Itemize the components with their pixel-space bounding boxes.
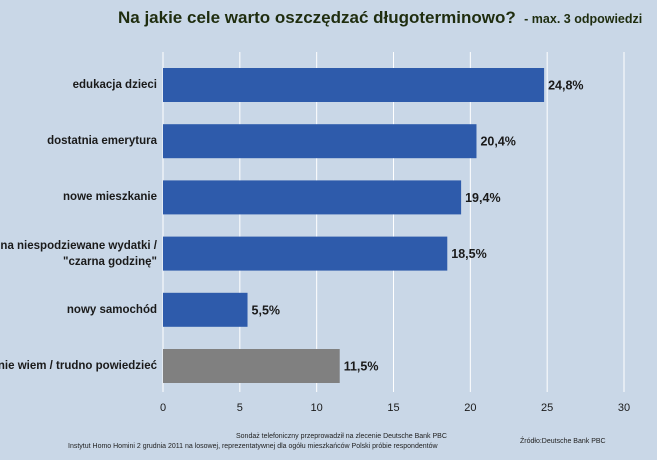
- x-tick-label: 5: [237, 402, 243, 414]
- category-label: na niespodziewane wydatki / "czarna godz…: [0, 239, 157, 268]
- category-label: nowy samochód: [66, 303, 157, 316]
- x-tick-label: 15: [387, 402, 399, 414]
- x-axis-ticks: 0 5 10 15 20 25 30: [160, 402, 630, 414]
- bar-value-label: 20,4%: [480, 135, 515, 149]
- chart-title-main: Na jakie cele warto oszczędzać długoterm…: [118, 8, 516, 27]
- bar: [163, 349, 340, 383]
- bar-value-label: 5,5%: [252, 303, 281, 317]
- x-tick-label: 25: [541, 402, 553, 414]
- bar: [163, 180, 462, 215]
- bar: [163, 292, 248, 327]
- bar: [163, 68, 545, 102]
- category-label: nie wiem / trudno powiedzieć: [0, 360, 157, 372]
- bar-value-label: 11,5%: [344, 360, 379, 374]
- category-label: edukacja dzieci: [72, 79, 157, 91]
- gridlines: [162, 52, 625, 392]
- category-label: nowe mieszkanie: [63, 191, 157, 204]
- x-tick-label: 20: [464, 402, 476, 414]
- chart-title: Na jakie cele warto oszczędzać długoterm…: [118, 8, 642, 28]
- bar-value-label: 18,5%: [451, 247, 486, 261]
- bar: [163, 236, 448, 271]
- bar-value-label: 24,8%: [548, 79, 583, 93]
- value-labels: 24,8% 20,4% 19,4% 18,5% 5,5% 11,5%: [252, 79, 584, 374]
- bars: [163, 68, 545, 383]
- footer-survey-note: Sondaż telefoniczny przeprowadził na zle…: [236, 433, 447, 440]
- bar-value-label: 19,4%: [465, 191, 500, 205]
- bar: [163, 124, 477, 159]
- chart-title-subtitle: - max. 3 odpowiedzi: [524, 12, 643, 26]
- footer-source: Źródło:Deutsche Bank PBC: [520, 438, 606, 445]
- x-tick-label: 0: [160, 402, 166, 414]
- x-tick-label: 10: [311, 402, 323, 414]
- footer-survey-detail: Instytut Homo Homini 2 grudnia 2011 na l…: [68, 443, 438, 450]
- category-label: dostatnia emerytura: [47, 135, 157, 148]
- x-tick-label: 30: [618, 402, 630, 414]
